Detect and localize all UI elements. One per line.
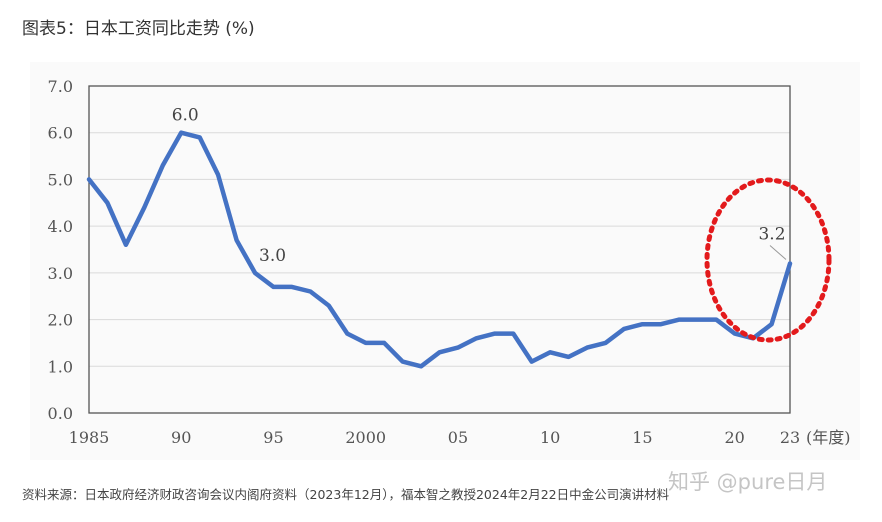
data-point bbox=[530, 360, 533, 363]
data-point bbox=[235, 238, 238, 242]
data-point bbox=[493, 332, 497, 335]
y-tick-label: 2.0 bbox=[48, 311, 73, 330]
data-point bbox=[567, 355, 570, 359]
data-point bbox=[198, 136, 201, 139]
data-point bbox=[696, 318, 699, 321]
annotation-leader bbox=[769, 245, 787, 260]
data-point bbox=[401, 360, 404, 363]
y-tick-label: 7.0 bbox=[48, 77, 73, 96]
watermark-text: 知乎 @pure日月 bbox=[668, 470, 828, 494]
highlight-ellipse bbox=[704, 177, 832, 343]
data-point bbox=[143, 206, 146, 209]
data-label: 3.2 bbox=[758, 225, 785, 245]
data-point bbox=[87, 178, 91, 181]
data-point bbox=[253, 271, 257, 275]
y-tick-label: 3.0 bbox=[48, 264, 73, 283]
data-point bbox=[585, 346, 589, 349]
data-point bbox=[180, 131, 183, 134]
y-tick-label: 6.0 bbox=[48, 124, 73, 143]
data-point bbox=[641, 323, 644, 326]
data-point bbox=[309, 290, 312, 293]
data-point bbox=[512, 332, 515, 335]
x-tick-label: 05 bbox=[448, 428, 468, 447]
x-tick-label: 10 bbox=[540, 428, 560, 447]
data-point bbox=[659, 323, 663, 326]
x-tick-label: 95 bbox=[263, 428, 283, 447]
data-point bbox=[770, 323, 773, 326]
data-point bbox=[715, 318, 718, 321]
chart-panel bbox=[30, 62, 860, 460]
x-tick-label: 20 bbox=[724, 428, 744, 447]
y-tick-label: 0.0 bbox=[48, 404, 73, 423]
data-point bbox=[438, 351, 441, 354]
data-point bbox=[456, 346, 460, 349]
data-point bbox=[327, 304, 331, 307]
chart-title: 图表5：日本工资同比走势 (%) bbox=[22, 19, 255, 39]
y-tick-label: 1.0 bbox=[48, 357, 73, 376]
data-point bbox=[548, 351, 552, 354]
data-point bbox=[475, 337, 478, 340]
data-point bbox=[161, 164, 164, 167]
data-point bbox=[364, 341, 367, 345]
data-point bbox=[733, 332, 736, 335]
x-tick-label: 23 bbox=[780, 428, 800, 447]
x-axis-label: (年度) bbox=[806, 428, 851, 447]
source-note: 资料来源：日本政府经济财政咨询会议内阁府资料（2023年12月），福本智之教授2… bbox=[22, 487, 670, 502]
data-point bbox=[419, 365, 423, 368]
data-point bbox=[382, 341, 386, 345]
data-point bbox=[290, 285, 294, 289]
data-point bbox=[346, 332, 349, 335]
data-point bbox=[124, 243, 128, 247]
data-point bbox=[678, 318, 681, 321]
x-tick-label: 1985 bbox=[69, 428, 110, 447]
data-point bbox=[622, 327, 626, 331]
plot-frame bbox=[88, 85, 791, 414]
y-tick-label: 4.0 bbox=[48, 217, 73, 236]
x-tick-label: 90 bbox=[171, 428, 191, 447]
data-label: 6.0 bbox=[172, 106, 199, 126]
data-point bbox=[216, 173, 220, 176]
x-tick-label: 2000 bbox=[345, 428, 386, 447]
y-tick-label: 5.0 bbox=[48, 170, 73, 189]
data-point bbox=[106, 201, 109, 204]
data-label: 3.0 bbox=[259, 246, 286, 266]
data-point bbox=[788, 262, 792, 265]
data-point bbox=[272, 285, 275, 289]
data-point bbox=[604, 341, 607, 345]
x-tick-label: 15 bbox=[632, 428, 652, 447]
